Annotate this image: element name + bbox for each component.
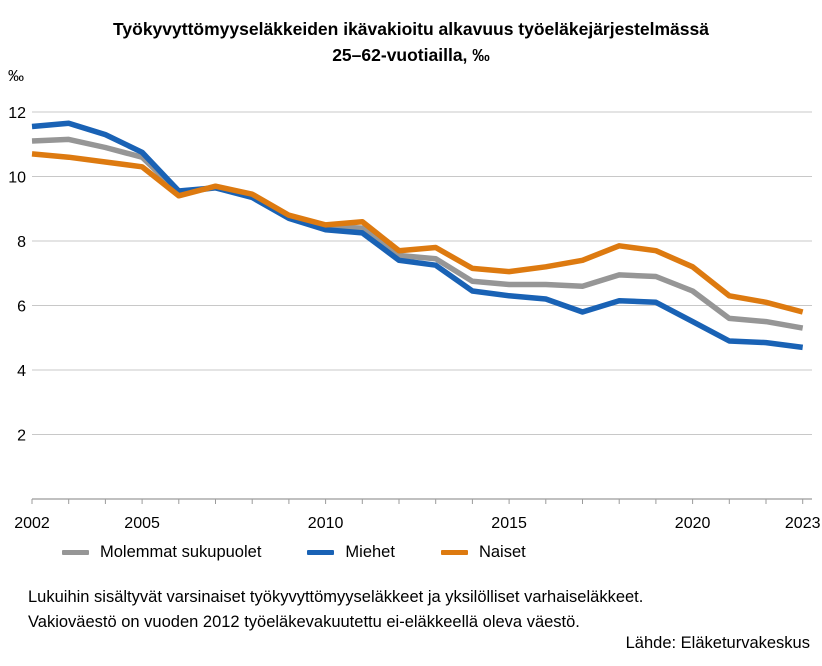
series-line-2	[31, 151, 804, 315]
footnote-line2: Vakioväestö on vuoden 2012 työeläkevakuu…	[28, 612, 580, 631]
y-axis-unit-label: ‰	[8, 68, 24, 85]
legend-label-naiset: Naiset	[478, 543, 526, 561]
y-tick-label-2: 2	[17, 428, 26, 445]
legend-item-naiset: Naiset	[440, 543, 526, 562]
x-tick-label-2005: 2005	[124, 515, 160, 532]
x-tick-label-2015: 2015	[491, 515, 527, 532]
y-tick-label-4: 4	[17, 363, 26, 380]
chart-title-line2: 25–62-vuotiailla, ‰	[332, 45, 490, 66]
legend-label-miehet: Miehet	[345, 543, 395, 561]
series-line-1	[31, 120, 804, 351]
y-tick-label-10: 10	[8, 170, 26, 187]
legend-item-molemmat: Molemmat sukupuolet	[62, 543, 261, 562]
legend-label-molemmat: Molemmat sukupuolet	[100, 543, 262, 561]
legend-swatch-molemmat	[62, 549, 89, 556]
legend-item-miehet: Miehet	[307, 543, 395, 562]
legend-swatch-naiset	[440, 549, 468, 556]
line-chart-plot-area: 2 4 6 8 10 12 2002 2005 2010 2015 2020 2023	[8, 105, 821, 532]
x-tick-label-2023: 2023	[785, 515, 821, 532]
source-attribution: Lähde: Eläketurvakeskus	[625, 634, 810, 652]
chart-title: Työkyvyttömyyseläkkeiden ikävakioitu alk…	[0, 16, 822, 69]
chart-title-line1: Työkyvyttömyyseläkkeiden ikävakioitu alk…	[113, 19, 709, 39]
legend: Molemmat sukupuolet Miehet Naiset	[62, 543, 526, 562]
y-tick-label-6: 6	[17, 299, 26, 316]
legend-swatch-miehet	[307, 549, 335, 556]
footnote-line1: Lukuihin sisältyvät varsinaiset työkyvyt…	[28, 588, 644, 606]
x-tick-label-2010: 2010	[308, 515, 344, 532]
footnotes: Lukuihin sisältyvät varsinaiset työkyvyt…	[28, 585, 808, 635]
y-tick-label-8: 8	[17, 234, 26, 251]
x-tick-label-2020: 2020	[675, 515, 711, 532]
y-tick-label-12: 12	[8, 105, 26, 122]
x-tick-label-2002: 2002	[14, 515, 50, 532]
